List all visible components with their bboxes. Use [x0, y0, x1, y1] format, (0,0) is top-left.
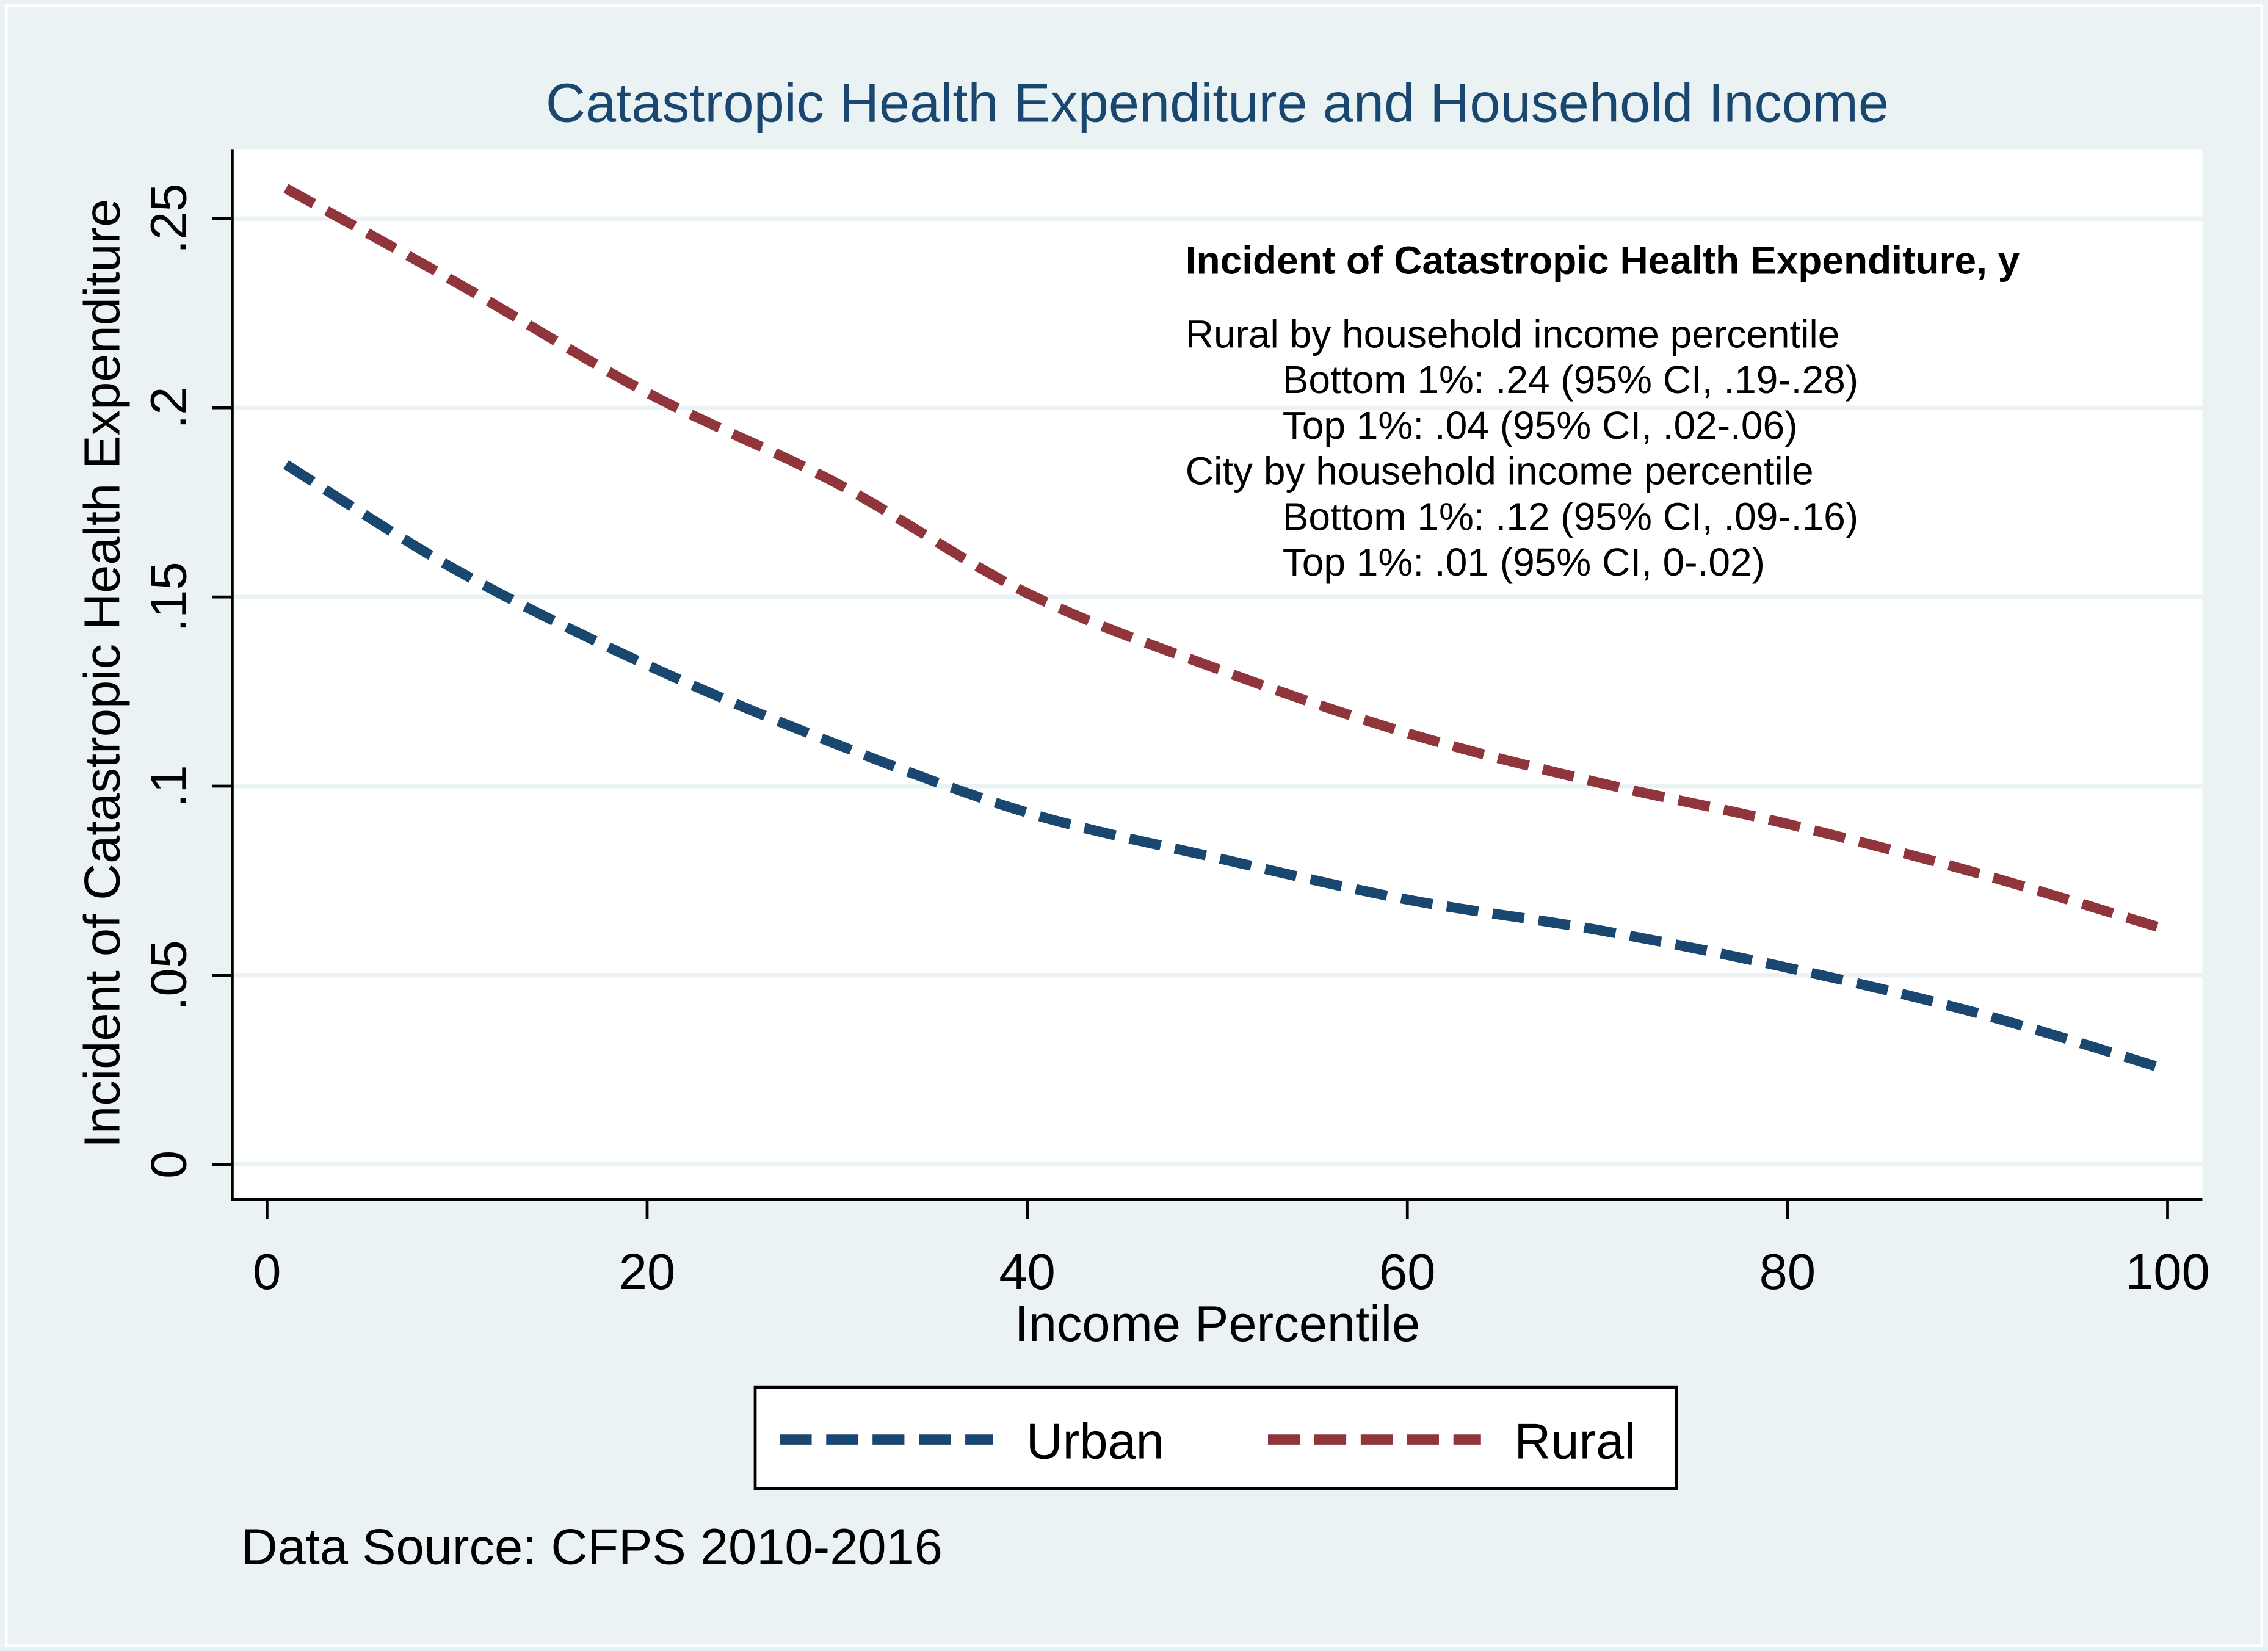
x-tick-label: 0: [253, 1243, 281, 1300]
series-lines: [283, 184, 2169, 1075]
annotation-line: Bottom 1%: .12 (95% CI, .09-.16): [1283, 494, 1858, 538]
legend: Urban Rural: [753, 1385, 1678, 1490]
x-tick-label: 100: [2125, 1243, 2210, 1300]
annotation-line: Rural by household income percentile: [1186, 312, 1840, 356]
x-tick-label: 80: [1759, 1243, 1816, 1300]
x-tick-label: 20: [619, 1243, 675, 1300]
x-axis-label: Income Percentile: [1015, 1295, 1421, 1352]
annotation-line: Bottom 1%: .24 (95% CI, .19-.28): [1283, 358, 1858, 402]
chart-border: [4, 4, 2264, 1647]
legend-label-rural: Rural: [1514, 1412, 1635, 1469]
x-tick-label: 40: [999, 1243, 1055, 1300]
annotation-line: Top 1%: .01 (95% CI, 0-.02): [1283, 540, 1765, 584]
y-tick-label: 0: [140, 1151, 197, 1179]
legend-label-urban: Urban: [1026, 1412, 1164, 1469]
chart-title: Catastropic Health Expenditure and House…: [546, 72, 1889, 134]
annotation-line: City by household income percentile: [1186, 449, 1814, 493]
y-tick-label: .1: [140, 765, 197, 807]
y-tick-label: .25: [140, 184, 197, 254]
y-tick-label: .15: [140, 562, 197, 632]
y-axis-label: Incident of Catastropic Health Expenditu…: [73, 199, 130, 1148]
y-tick-label: .05: [140, 940, 197, 1010]
series-line-urban: [283, 460, 2169, 1075]
annotation-box: Incident of Catastropic Health Expenditu…: [1186, 238, 2020, 584]
x-tick-label: 60: [1379, 1243, 1435, 1300]
series-line-rural: [283, 184, 2169, 935]
annotation-heading: Incident of Catastropic Health Expenditu…: [1186, 238, 2020, 282]
gridlines: [232, 216, 2203, 1167]
axis-ticks: 0 .05 .1 .15 .2 .25 0 20 40 60 80 100: [140, 184, 2209, 1300]
y-tick-label: .2: [140, 387, 197, 429]
annotation-line: Top 1%: .04 (95% CI, .02-.06): [1283, 403, 1798, 447]
data-source-note: Data Source: CFPS 2010-2016: [241, 1519, 943, 1575]
